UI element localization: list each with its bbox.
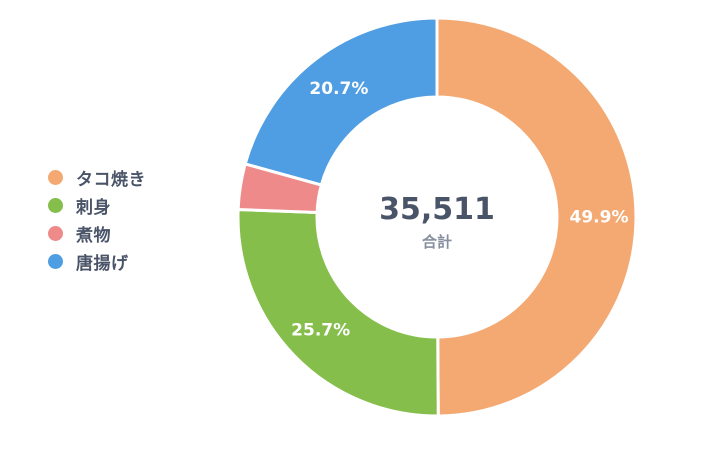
legend-label: 煮物 <box>76 225 111 246</box>
total-value: 35,511 <box>379 192 495 227</box>
slice-karaage-percent-label: 20.7% <box>309 79 368 99</box>
slice-karaage[interactable] <box>243 16 439 187</box>
slice-sashimi-percent-label: 25.7% <box>291 321 350 341</box>
legend-item-karaage[interactable]: 唐揚げ <box>48 247 146 275</box>
legend-swatch <box>48 169 63 185</box>
legend-swatch <box>48 253 63 269</box>
slice-takoyaki-percent-label: 49.9% <box>570 207 629 227</box>
chart-legend: タコ焼き 刺身 煮物 唐揚げ <box>48 163 146 275</box>
slice-sashimi[interactable] <box>236 207 440 418</box>
slice-takoyaki[interactable] <box>435 16 638 418</box>
legend-item-nimono[interactable]: 煮物 <box>48 219 146 247</box>
legend-item-sashimi[interactable]: 刺身 <box>48 191 146 219</box>
slice-labels: 49.9% 25.7% 20.7% <box>291 79 628 341</box>
total-label: 合計 <box>421 233 452 251</box>
legend-item-takoyaki[interactable]: タコ焼き <box>48 163 146 191</box>
legend-label: タコ焼き <box>76 169 146 190</box>
legend-label: 刺身 <box>76 197 111 218</box>
legend-label: 唐揚げ <box>76 253 129 274</box>
legend-swatch <box>48 197 63 213</box>
legend-swatch <box>48 225 63 241</box>
donut-slices <box>236 16 638 418</box>
